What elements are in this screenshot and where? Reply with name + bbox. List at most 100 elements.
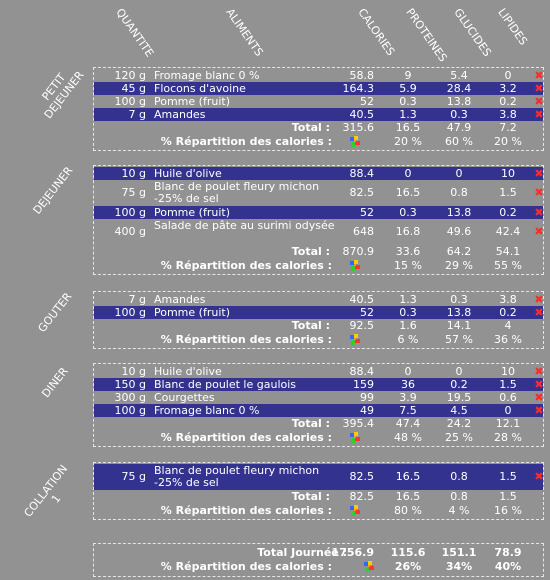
delete-icon[interactable]: ✖ bbox=[534, 82, 544, 95]
food-glucides: 13.8 bbox=[446, 206, 472, 219]
meal-total-row: Total : 395.4 47.4 24.2 12.1 bbox=[94, 417, 543, 431]
food-calories: 49 bbox=[360, 404, 374, 417]
delete-icon[interactable]: ✖ bbox=[534, 167, 544, 180]
repart-glucides: 25 % bbox=[445, 431, 473, 444]
header-calories: CALORIES bbox=[355, 6, 398, 59]
food-name: Pomme (fruit) bbox=[154, 206, 230, 219]
food-quantity: 100 g bbox=[114, 206, 146, 219]
repart-lipides: 20 % bbox=[494, 135, 522, 148]
repart-lipides: 55 % bbox=[494, 259, 522, 272]
food-glucides: 5.4 bbox=[450, 69, 468, 82]
delete-icon[interactable]: ✖ bbox=[534, 95, 544, 108]
food-row: 7 g Amandes 40.5 1.3 0.3 3.8 ✖ bbox=[94, 108, 544, 121]
food-proteines: 0.3 bbox=[399, 206, 417, 219]
food-name: Blanc de poulet fleury michon -25% de se… bbox=[154, 464, 320, 489]
food-row: 100 g Pomme (fruit) 52 0.3 13.8 0.2 ✖ bbox=[94, 206, 544, 219]
delete-icon[interactable]: ✖ bbox=[534, 69, 544, 82]
food-lipides: 3.8 bbox=[499, 108, 517, 121]
food-row: 75 g Blanc de poulet fleury michon -25% d… bbox=[94, 464, 544, 490]
pie-chart-icon[interactable] bbox=[349, 136, 361, 148]
repartition-label: % Répartition des calories : bbox=[160, 333, 332, 346]
grand-total-lipides: 78.9 bbox=[494, 546, 522, 559]
meal-box: 7 g Amandes 40.5 1.3 0.3 3.8 ✖ 100 g Pomme (frui… bbox=[93, 291, 544, 349]
repartition-label: % Répartition des calories : bbox=[160, 135, 332, 148]
delete-icon[interactable]: ✖ bbox=[534, 470, 544, 483]
food-proteines: 5.9 bbox=[399, 82, 417, 95]
repart-proteines: 48 % bbox=[394, 431, 422, 444]
food-name: Pomme (fruit) bbox=[154, 306, 230, 319]
food-name: Fromage blanc 0 % bbox=[154, 404, 260, 417]
food-quantity: 7 g bbox=[128, 108, 146, 121]
delete-icon[interactable]: ✖ bbox=[534, 365, 544, 378]
total-proteines: 16.5 bbox=[395, 490, 421, 503]
delete-icon[interactable]: ✖ bbox=[534, 306, 544, 319]
food-calories: 82.5 bbox=[349, 186, 375, 199]
food-lipides: 42.4 bbox=[495, 225, 521, 238]
food-calories: 52 bbox=[360, 95, 374, 108]
total-glucides: 14.1 bbox=[446, 319, 472, 332]
food-name: Pomme (fruit) bbox=[154, 95, 230, 108]
food-calories: 99 bbox=[360, 391, 374, 404]
delete-icon[interactable]: ✖ bbox=[534, 293, 544, 306]
pie-chart-icon[interactable] bbox=[349, 432, 361, 444]
total-lipides: 4 bbox=[504, 319, 512, 332]
pie-chart-icon[interactable] bbox=[349, 334, 361, 346]
delete-icon[interactable]: ✖ bbox=[534, 108, 544, 121]
food-glucides: 0.8 bbox=[450, 470, 468, 483]
food-name: Huile d'olive bbox=[154, 365, 222, 378]
delete-icon[interactable]: ✖ bbox=[534, 206, 544, 219]
repart-proteines: 15 % bbox=[394, 259, 422, 272]
delete-icon[interactable]: ✖ bbox=[534, 225, 544, 238]
delete-icon[interactable]: ✖ bbox=[534, 404, 544, 417]
repartition-label: % Répartition des calories : bbox=[160, 504, 332, 517]
total-proteines: 16.5 bbox=[395, 121, 421, 134]
meal-label: DEJEUNER bbox=[30, 164, 76, 217]
header-glucides: GLUCIDES bbox=[451, 6, 494, 59]
meal-total-row: Total : 92.5 1.6 14.1 4 bbox=[94, 319, 543, 333]
food-quantity: 100 g bbox=[114, 404, 146, 417]
food-quantity: 7 g bbox=[128, 293, 146, 306]
delete-icon[interactable]: ✖ bbox=[534, 186, 544, 199]
meal-box: 10 g Huile d'olive 88.4 0 0 10 ✖ 75 g Blanc de p… bbox=[93, 165, 544, 275]
food-calories: 52 bbox=[360, 306, 374, 319]
food-calories: 88.4 bbox=[349, 365, 375, 378]
repartition-label: % Répartition des calories : bbox=[160, 259, 332, 272]
repart-proteines: 6 % bbox=[397, 333, 419, 346]
food-proteines: 3.9 bbox=[399, 391, 417, 404]
food-lipides: 0.6 bbox=[499, 391, 517, 404]
food-quantity: 300 g bbox=[114, 391, 146, 404]
header-quantite: QUANTITE bbox=[113, 6, 157, 60]
food-lipides: 0 bbox=[504, 69, 512, 82]
meal-total-row: Total : 82.5 16.5 0.8 1.5 bbox=[94, 490, 543, 504]
repart-glucides: 29 % bbox=[445, 259, 473, 272]
total-lipides: 1.5 bbox=[499, 490, 517, 503]
pie-chart-icon[interactable] bbox=[363, 561, 375, 573]
food-glucides: 13.8 bbox=[446, 306, 472, 319]
food-row: 120 g Fromage blanc 0 % 58.8 9 5.4 0 ✖ bbox=[94, 69, 544, 82]
header-proteines: PROTEINES bbox=[403, 6, 450, 65]
pie-chart-icon[interactable] bbox=[349, 260, 361, 272]
pie-chart-icon[interactable] bbox=[349, 505, 361, 517]
delete-icon[interactable]: ✖ bbox=[534, 378, 544, 391]
total-calories: 870.9 bbox=[342, 245, 375, 258]
grand-total-glucides: 151.1 bbox=[441, 546, 477, 559]
food-proteines: 16.5 bbox=[395, 470, 421, 483]
food-glucides: 0.3 bbox=[450, 293, 468, 306]
repart-proteines: 80 % bbox=[394, 504, 422, 517]
food-name: Huile d'olive bbox=[154, 167, 222, 180]
food-lipides: 0.2 bbox=[499, 206, 517, 219]
grand-total-row: Total Journée : 1756.9 115.6 151.1 78.9 bbox=[94, 546, 543, 560]
food-row: 100 g Pomme (fruit) 52 0.3 13.8 0.2 ✖ bbox=[94, 306, 544, 319]
meal-repartition-row: % Répartition des calories : 80 % 4 % 16 % bbox=[94, 504, 543, 518]
total-lipides: 12.1 bbox=[495, 417, 521, 430]
food-calories: 40.5 bbox=[349, 108, 375, 121]
meal-box: 120 g Fromage blanc 0 % 58.8 9 5.4 0 ✖ 45 g Floc… bbox=[93, 67, 544, 151]
grand-repartition-label: % Répartition des calories : bbox=[160, 560, 332, 573]
meal-repartition-row: % Répartition des calories : 20 % 60 % 20 % bbox=[94, 135, 543, 149]
food-calories: 40.5 bbox=[349, 293, 375, 306]
food-proteines: 0 bbox=[404, 167, 412, 180]
delete-icon[interactable]: ✖ bbox=[534, 391, 544, 404]
food-lipides: 0.2 bbox=[499, 95, 517, 108]
meal-label: COLLATION 1 bbox=[21, 462, 71, 520]
food-row: 7 g Amandes 40.5 1.3 0.3 3.8 ✖ bbox=[94, 293, 544, 306]
